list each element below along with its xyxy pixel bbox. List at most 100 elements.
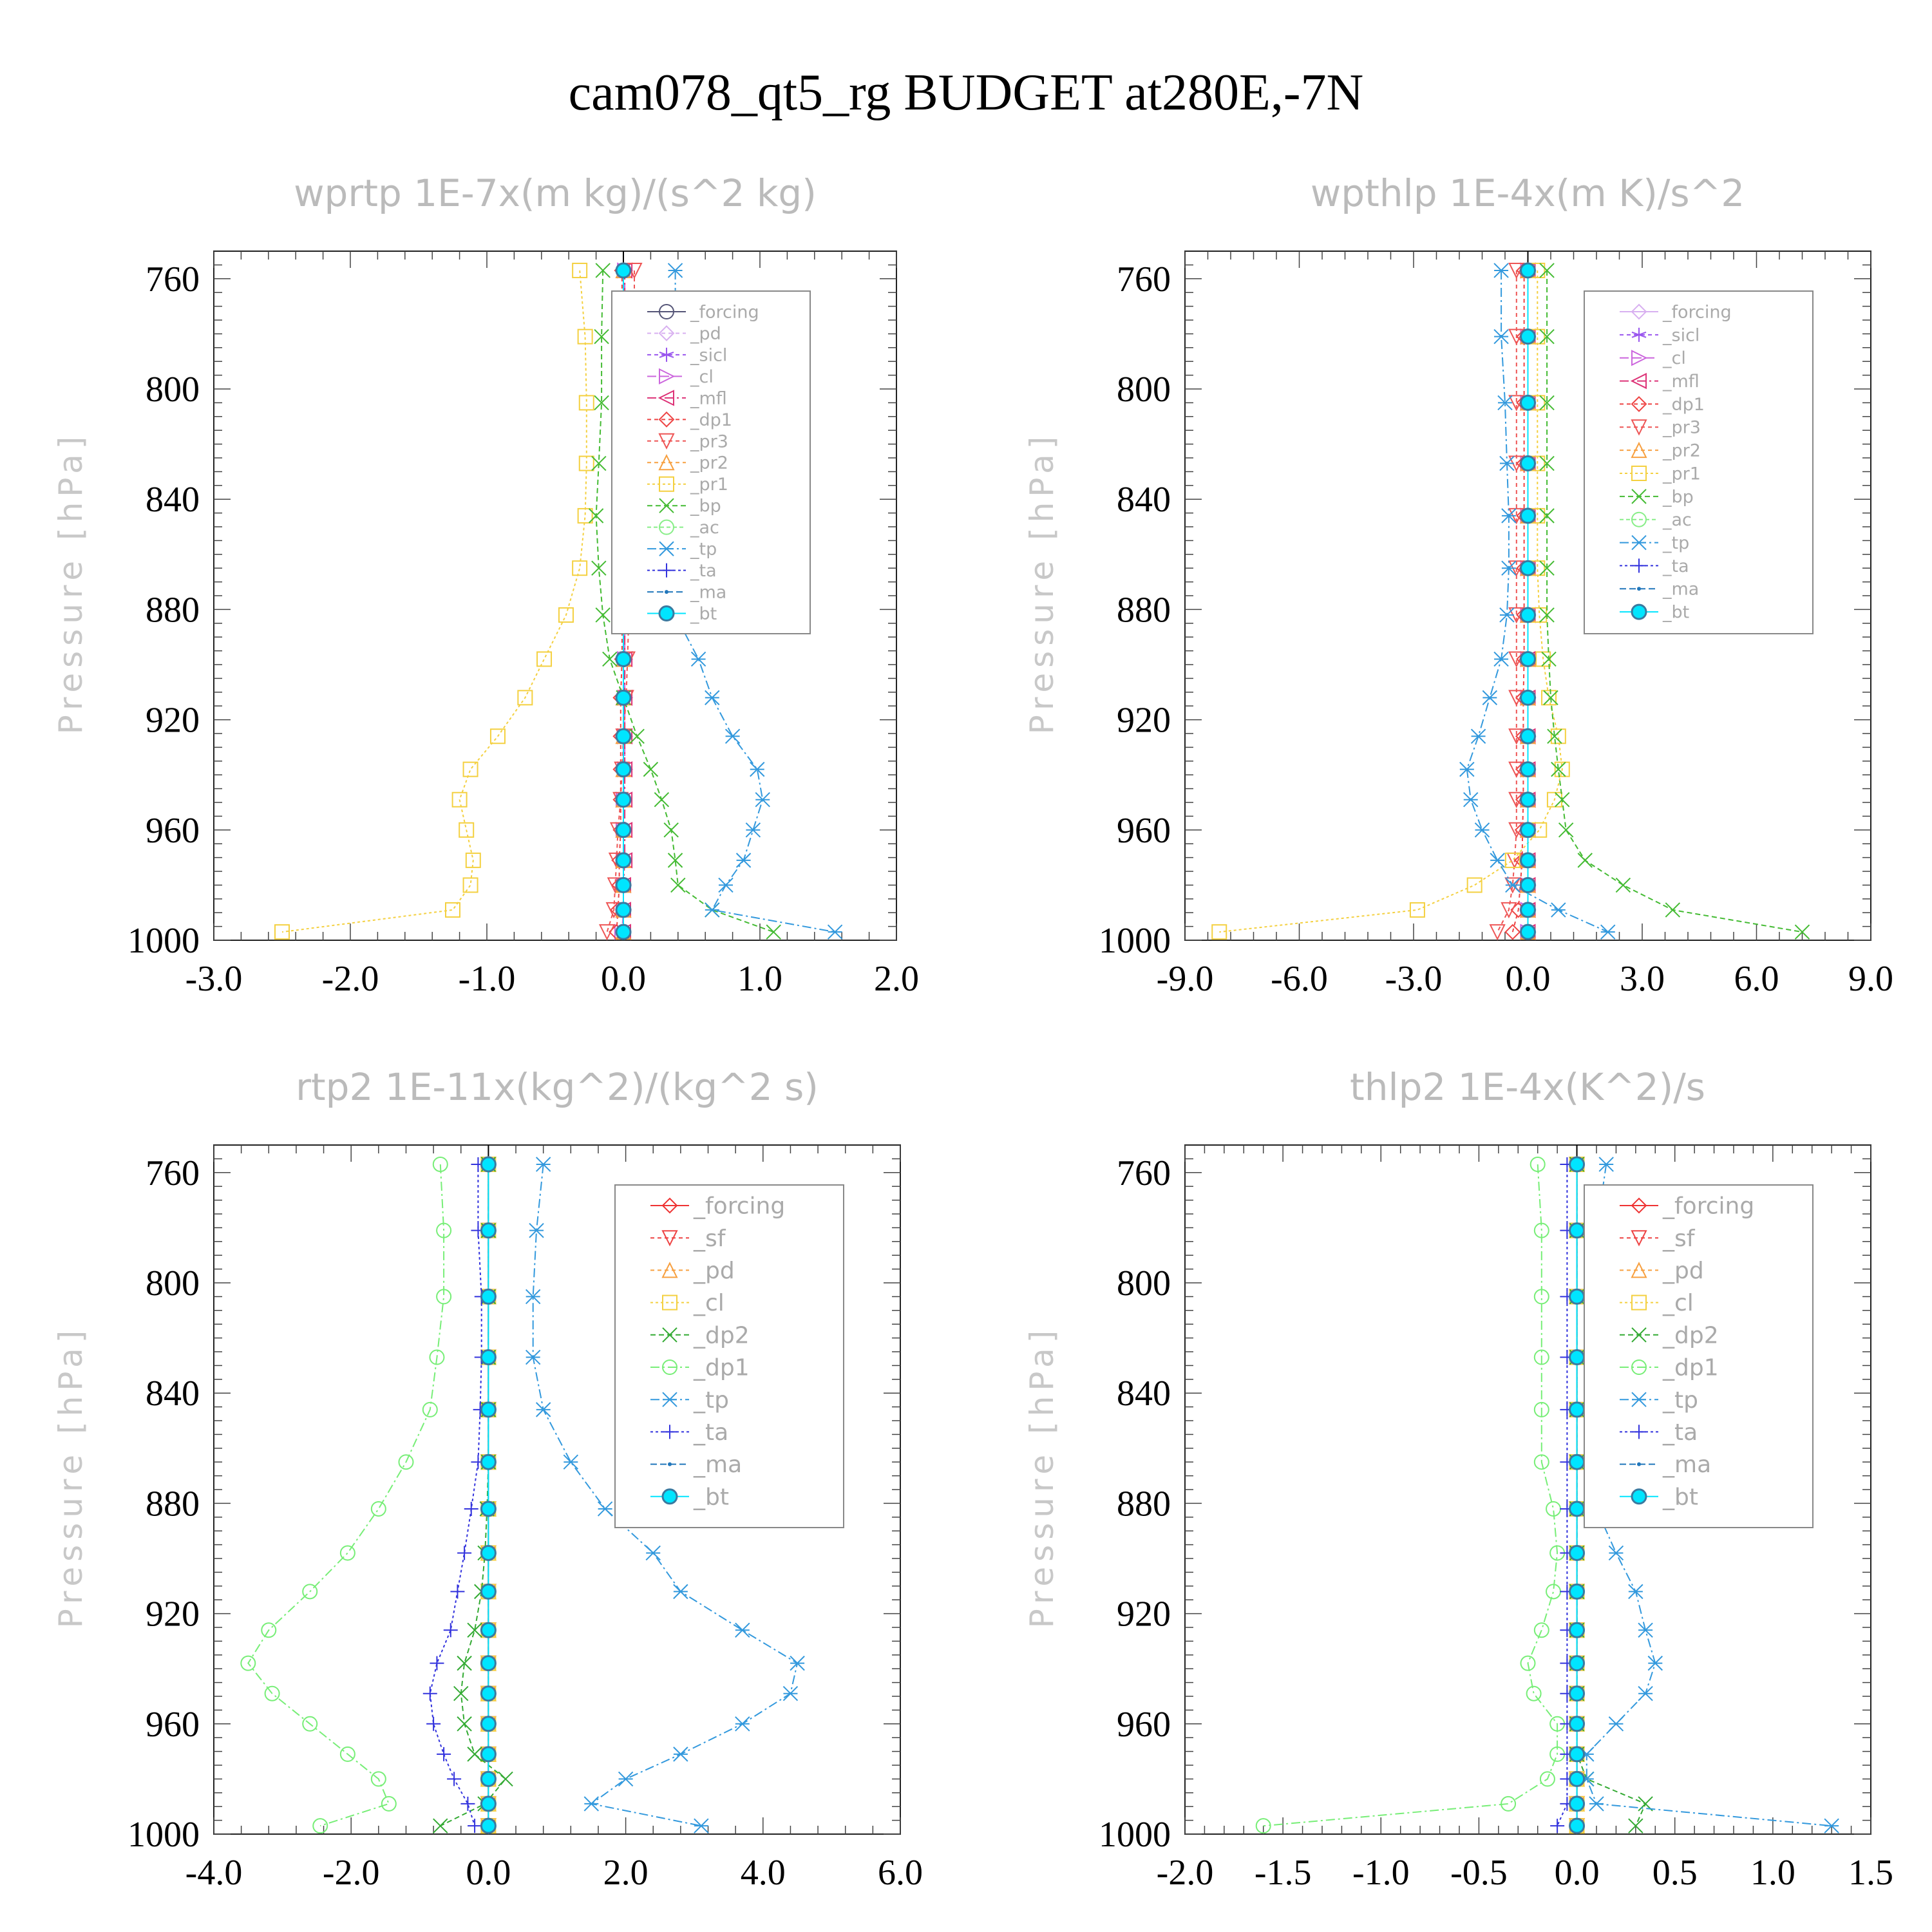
data-point bbox=[370, 1501, 386, 1517]
data-point bbox=[1520, 876, 1536, 893]
data-point bbox=[1504, 852, 1520, 868]
data-point bbox=[467, 1747, 482, 1762]
data-point bbox=[1551, 902, 1566, 918]
series-line bbox=[1497, 270, 1517, 933]
legend-label: _pr1 bbox=[690, 475, 728, 495]
data-point bbox=[1539, 1771, 1555, 1787]
data-point bbox=[1497, 395, 1513, 411]
data-point bbox=[577, 507, 593, 524]
legend-marker bbox=[1632, 558, 1646, 573]
data-point bbox=[667, 263, 683, 278]
data-point bbox=[594, 395, 609, 411]
y-axis-label: Pressure [hPa] bbox=[1023, 1325, 1061, 1629]
data-point bbox=[615, 923, 632, 940]
legend-marker bbox=[658, 325, 675, 341]
data-point bbox=[480, 1817, 497, 1834]
data-point bbox=[735, 1716, 750, 1732]
data-point bbox=[480, 1544, 497, 1561]
data-point bbox=[460, 1796, 475, 1811]
data-point bbox=[1569, 1746, 1586, 1763]
panel-1: wprtp 1E-7x(m kg)/(s^2 kg) Pressure [hPa]… bbox=[52, 171, 919, 999]
y-tick-label: 840 bbox=[1117, 1374, 1171, 1414]
legend-item: _pd bbox=[650, 1258, 735, 1284]
x-tick-label: 9.0 bbox=[1848, 959, 1893, 999]
series-ta bbox=[422, 1157, 489, 1833]
data-point bbox=[1520, 923, 1536, 940]
legend-item: _sf bbox=[1620, 1226, 1696, 1252]
legend-label: _ta bbox=[1662, 556, 1689, 576]
legend-marker bbox=[662, 1359, 677, 1375]
data-point bbox=[1520, 507, 1536, 524]
data-point bbox=[595, 607, 611, 623]
data-point bbox=[629, 728, 645, 744]
data-point bbox=[572, 560, 588, 576]
series-line bbox=[1263, 1164, 1558, 1827]
data-point bbox=[480, 1501, 497, 1517]
legend-item: _ma bbox=[1620, 580, 1699, 600]
legend-label: _tp bbox=[693, 1387, 729, 1414]
data-point bbox=[480, 1156, 497, 1173]
legend-item: _pr1 bbox=[647, 475, 728, 495]
data-point bbox=[1489, 924, 1506, 941]
legend-label: _pr2 bbox=[1662, 441, 1701, 461]
y-tick-label: 920 bbox=[1117, 1595, 1171, 1634]
legend-label: _pr3 bbox=[1662, 418, 1701, 438]
legend-box bbox=[611, 290, 811, 634]
x-tick-label: 2.0 bbox=[603, 1853, 649, 1893]
data-point bbox=[302, 1584, 318, 1600]
legend-label: _cl bbox=[690, 367, 714, 387]
y-tick-label: 920 bbox=[146, 1595, 200, 1634]
legend-label: _ac bbox=[690, 518, 719, 538]
series-bt bbox=[1520, 262, 1536, 940]
data-point bbox=[1615, 877, 1631, 893]
panel-title: wprtp 1E-7x(m kg)/(s^2 kg) bbox=[294, 171, 817, 215]
y-tick-label: 760 bbox=[146, 1153, 200, 1193]
series-dp1 bbox=[1255, 1156, 1566, 1834]
data-point bbox=[1638, 1622, 1653, 1638]
data-point bbox=[1794, 924, 1810, 940]
legend-item: _dp1 bbox=[1620, 1355, 1719, 1381]
x-tick-label: 0.0 bbox=[1506, 959, 1551, 999]
data-point bbox=[464, 1501, 478, 1516]
data-point bbox=[459, 822, 475, 838]
data-point bbox=[1474, 822, 1490, 838]
legend-marker bbox=[663, 1425, 677, 1439]
data-point bbox=[1569, 1685, 1586, 1702]
y-tick-label: 760 bbox=[146, 260, 200, 299]
legend-marker bbox=[1631, 1359, 1647, 1375]
legend-marker bbox=[1631, 1230, 1647, 1247]
legend-marker bbox=[659, 476, 674, 492]
data-point bbox=[1520, 822, 1536, 838]
legend-item: _sicl bbox=[647, 345, 727, 365]
data-point bbox=[1526, 1685, 1542, 1701]
data-point bbox=[1665, 902, 1681, 918]
series-line bbox=[1219, 270, 1563, 933]
data-point bbox=[755, 792, 770, 808]
data-point bbox=[1569, 1622, 1586, 1638]
data-point bbox=[339, 1545, 355, 1561]
legend-label: _sf bbox=[1662, 1226, 1696, 1252]
y-tick-label: 1000 bbox=[1099, 1815, 1171, 1855]
x-tick-label: -2.0 bbox=[1157, 1853, 1214, 1893]
data-point bbox=[1569, 1716, 1586, 1732]
legend-item: _cl bbox=[1620, 1290, 1694, 1316]
legend-label: _pr3 bbox=[690, 431, 728, 451]
legend: _forcing_pd_sicl_cl_mfl_dp1_pr3_pr2_pr1 _… bbox=[611, 290, 811, 634]
data-point bbox=[302, 1716, 318, 1732]
data-point bbox=[1499, 455, 1515, 471]
legend-item: _ma bbox=[1620, 1452, 1711, 1478]
legend-marker bbox=[1631, 466, 1647, 481]
data-point bbox=[1533, 1401, 1549, 1417]
data-point bbox=[615, 822, 632, 838]
data-point bbox=[1520, 607, 1536, 623]
legend-item: _ta bbox=[647, 561, 717, 581]
data-point bbox=[480, 1770, 497, 1787]
data-point bbox=[1569, 1349, 1586, 1366]
data-point bbox=[445, 902, 460, 918]
legend-item: _pr3 bbox=[1620, 418, 1701, 438]
legend-marker bbox=[1631, 511, 1647, 527]
legend-label: _forcing bbox=[690, 302, 759, 322]
data-point bbox=[615, 650, 632, 667]
data-point bbox=[1520, 455, 1536, 472]
data-point bbox=[462, 877, 478, 893]
